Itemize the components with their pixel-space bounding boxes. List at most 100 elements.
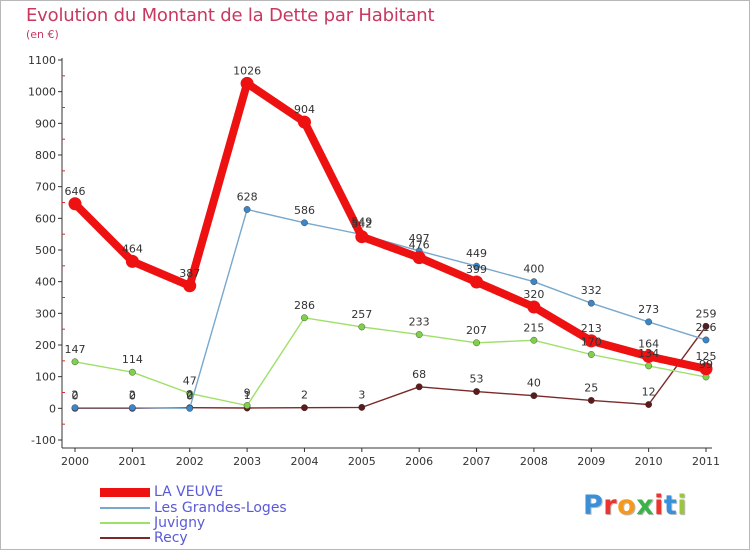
legend-swatch [100,507,150,509]
data-label-les-grandes-loges: 497 [409,232,430,245]
data-point-juvigny [71,358,79,366]
data-label-les-grandes-loges: 400 [523,263,544,276]
data-label-juvigny: 9 [244,386,251,399]
data-point-recy [645,401,653,408]
data-label-recy: 40 [527,377,541,390]
data-label-juvigny: 215 [523,321,544,334]
x-tick-label: 2008 [520,455,548,468]
x-tick-label: 2006 [405,455,433,468]
y-tick-label: 900 [35,117,56,130]
chart-subtitle: (en €) [26,28,59,41]
data-point-juvigny [473,339,480,347]
proxiti-logo: Proxiti [583,490,687,521]
data-label-juvigny: 207 [466,324,487,337]
data-point-recy [415,383,423,391]
data-label-les-grandes-loges: 449 [466,247,487,260]
legend-label: Les Grandes-Loges [154,500,287,516]
data-label-juvigny: 233 [409,316,430,329]
data-point-la-veuve [240,76,254,90]
legend-swatch [100,537,150,539]
series-line-recy [74,325,707,409]
x-tick-label: 2000 [61,455,89,468]
x-tick-label: 2011 [692,455,720,468]
data-label-recy: 53 [470,373,484,386]
data-label-les-grandes-loges: 2 [72,389,79,402]
logo-letter: r [603,490,618,521]
data-point-les-grandes-loges [128,404,136,412]
chart-title: Evolution du Montant de la Dette par Hab… [26,5,435,26]
x-tick-label: 2007 [463,455,491,468]
legend-swatch [100,487,150,497]
data-label-recy: 0 [72,389,79,402]
data-point-la-veuve [355,230,369,244]
logo-letter: P [583,490,604,521]
data-label-la-veuve: 646 [65,185,86,198]
data-label-les-grandes-loges: 586 [294,204,315,217]
data-label-les-grandes-loges: 0 [186,389,193,402]
data-point-la-veuve [183,279,197,293]
y-tick-label: 500 [35,244,56,257]
data-label-recy: 3 [358,388,365,401]
data-point-la-veuve [584,334,598,348]
legend-item-les-grandes-loges: Les Grandes-Loges [100,500,287,516]
data-label-la-veuve: 387 [179,267,200,280]
data-label-la-veuve: 320 [523,288,544,301]
legend-label: LA VEUVE [154,484,224,500]
data-point-la-veuve [68,197,82,211]
series-line-juvigny [74,317,707,407]
data-label-la-veuve: 1026 [233,64,261,77]
data-point-juvigny [530,336,538,344]
data-point-les-grandes-loges [645,318,653,326]
data-label-juvigny: 170 [581,336,602,349]
legend-item-recy: Recy [100,530,188,546]
logo-letter: i [677,490,688,521]
data-label-la-veuve: 464 [122,242,143,255]
y-tick-label: 700 [35,181,56,194]
data-point-les-grandes-loges [71,404,79,412]
data-label-la-veuve: 125 [696,350,717,363]
data-point-recy [301,404,308,412]
data-point-les-grandes-loges [473,262,480,270]
data-point-les-grandes-loges [301,219,308,227]
data-label-la-veuve: 904 [294,103,315,116]
data-point-recy [473,388,480,395]
data-label-recy: 2 [186,389,193,402]
data-point-juvigny [186,390,194,397]
data-label-recy: 1 [244,389,251,402]
data-point-recy [587,397,595,404]
data-point-la-veuve [412,251,426,265]
data-label-juvigny: 47 [183,374,197,387]
x-tick-label: 2010 [635,455,663,468]
y-tick-label: 400 [35,276,56,289]
data-point-juvigny [415,331,423,338]
data-label-juvigny: 286 [294,299,315,312]
logo-letter: x [636,490,655,521]
data-label-juvigny: 134 [638,347,659,360]
y-tick-label: 200 [35,339,56,352]
logo-letter: o [617,490,637,521]
data-label-recy: 25 [584,381,598,394]
data-label-les-grandes-loges: 332 [581,284,602,297]
data-label-recy: 0 [129,389,136,402]
y-tick-label: 100 [35,371,56,384]
data-point-la-veuve [527,300,541,314]
data-label-la-veuve: 399 [466,263,487,276]
data-point-la-veuve [642,349,656,363]
data-label-juvigny: 147 [65,343,86,356]
legend-label: Juvigny [154,515,206,531]
data-label-les-grandes-loges: 549 [351,215,372,228]
y-tick-label: 1100 [28,54,56,67]
data-point-les-grandes-loges [186,404,194,412]
y-tick-label: 600 [35,212,56,225]
data-point-les-grandes-loges [587,299,595,307]
data-label-juvigny: 257 [351,308,372,321]
data-point-juvigny [358,323,366,331]
data-label-la-veuve: 213 [581,322,602,335]
y-tick-label: 300 [35,307,56,320]
y-tick-label: -100 [31,434,56,447]
data-point-les-grandes-loges [530,278,538,286]
x-tick-label: 2004 [290,455,318,468]
x-tick-label: 2001 [118,455,146,468]
